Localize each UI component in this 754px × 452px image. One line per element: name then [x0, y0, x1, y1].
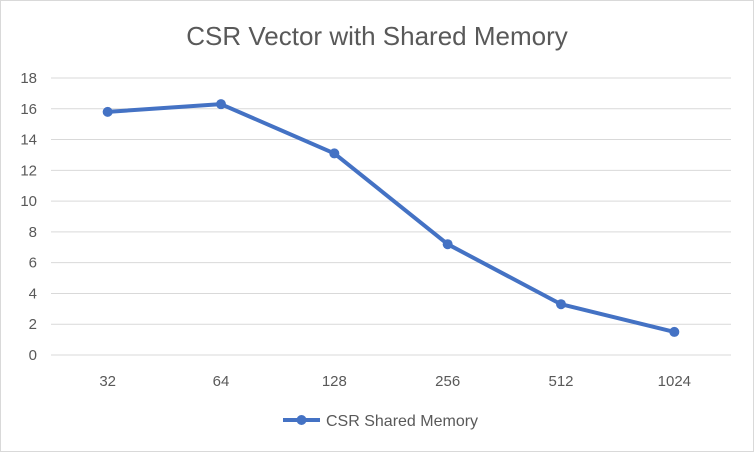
y-tick-label: 18 [20, 70, 37, 87]
data-point [556, 299, 566, 310]
x-tick-label: 256 [435, 373, 460, 390]
y-tick-label: 8 [29, 224, 37, 241]
y-tick-label: 16 [20, 101, 37, 118]
data-point [216, 99, 226, 110]
chart-title: CSR Vector with Shared Memory [186, 21, 568, 51]
x-tick-label: 512 [548, 373, 573, 390]
y-tick-label: 0 [29, 347, 37, 364]
y-tick-label: 6 [29, 255, 37, 272]
y-axis-ticks: 0 2 4 6 8 10 12 14 16 18 [20, 70, 37, 364]
series-group [102, 99, 680, 337]
x-axis-ticks: 32 64 128 256 512 1024 [99, 373, 691, 390]
data-point [329, 148, 340, 159]
legend: CSR Shared Memory [283, 413, 478, 430]
data-point [102, 106, 113, 117]
x-tick-label: 64 [213, 373, 230, 390]
data-point [669, 326, 680, 337]
x-tick-label: 1024 [658, 373, 691, 390]
y-tick-label: 14 [20, 132, 37, 149]
legend-label: CSR Shared Memory [326, 413, 478, 430]
data-point [442, 239, 453, 250]
x-tick-label: 128 [322, 373, 347, 390]
y-tick-label: 10 [20, 193, 37, 210]
legend-swatch-marker [296, 415, 307, 425]
y-tick-label: 4 [29, 285, 37, 302]
series-line [105, 102, 677, 334]
gridlines [51, 77, 731, 356]
x-tick-label: 32 [99, 373, 116, 390]
y-tick-label: 12 [20, 162, 37, 179]
y-tick-label: 2 [29, 316, 37, 333]
